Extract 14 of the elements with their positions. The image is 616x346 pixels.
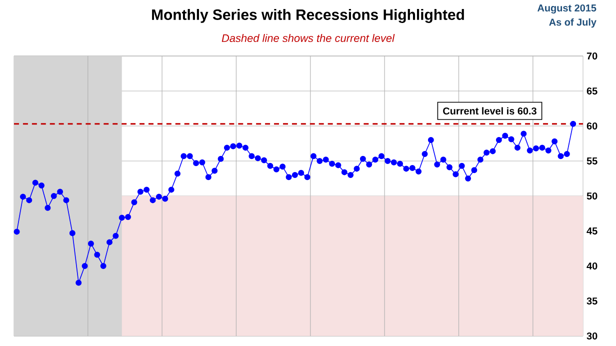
y-tick-label: 65 (586, 87, 598, 95)
chart-title: Monthly Series with Recessions Highlighted (152, 9, 464, 23)
y-tick-label: 60 (586, 122, 598, 130)
y-tick-label: 55 (586, 158, 598, 164)
y-tick-label: 40 (586, 262, 598, 270)
y-tick-label: 70 (586, 52, 598, 60)
y-tick-label: 45 (586, 228, 598, 234)
y-tick-label: 50 (586, 192, 598, 200)
chart-subtitle: Dashed line shows the current level (222, 34, 395, 42)
y-tick-label: 30 (586, 332, 598, 340)
text: August 2015 (537, 4, 596, 14)
ref-line-label: Current level is 60.3 (443, 107, 536, 115)
text: As of July (549, 18, 596, 28)
y-tick-label: 35 (586, 297, 598, 305)
